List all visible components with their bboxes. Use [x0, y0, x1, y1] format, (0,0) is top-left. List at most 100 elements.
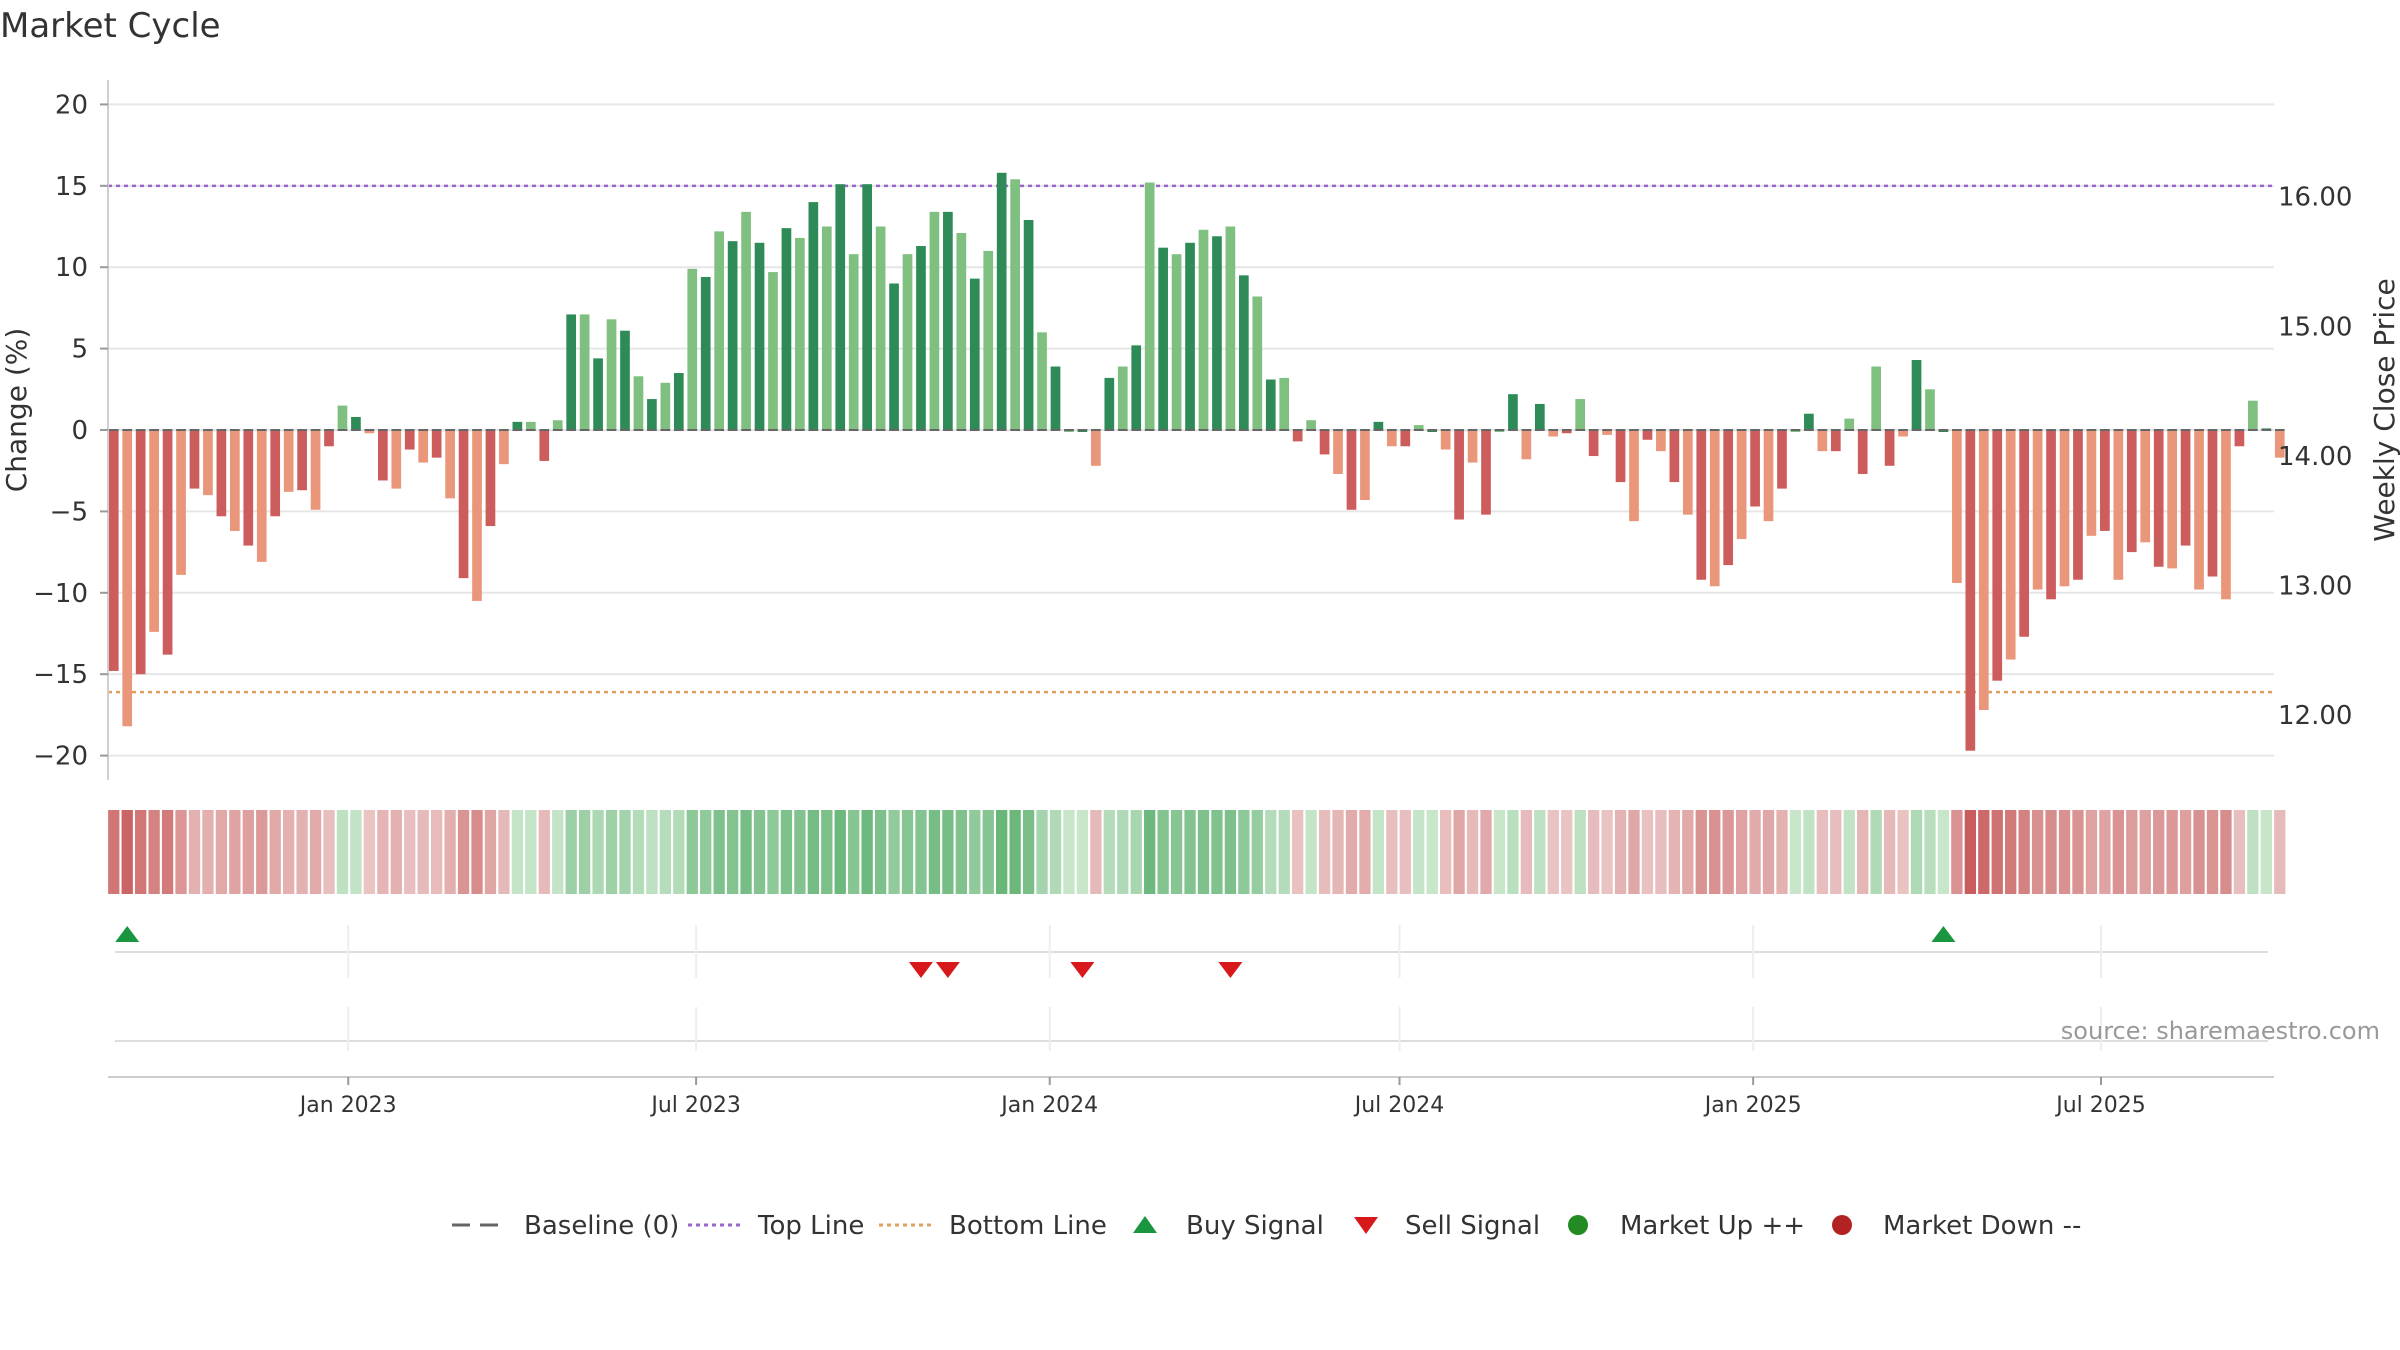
heat-cell [1735, 810, 1748, 894]
bar [1010, 179, 1020, 430]
sell-signal-marker [935, 962, 960, 978]
heat-cell [1224, 810, 1237, 894]
heat-cell [2018, 810, 2030, 894]
heat-cell [1695, 810, 1707, 894]
heat-cell [740, 810, 752, 894]
bar [808, 202, 819, 430]
heat-cell [1776, 810, 1788, 894]
x-tick-label: Jul 2025 [2054, 1093, 2146, 1118]
heat-cell [484, 810, 497, 894]
bar [1871, 366, 1882, 430]
bar [2207, 430, 2218, 577]
bar [243, 430, 254, 546]
heat-cell [969, 810, 981, 894]
bar [1104, 377, 1115, 430]
bar [1225, 226, 1236, 430]
bar [1508, 394, 1518, 430]
bar [768, 272, 778, 430]
heat-cell [1413, 810, 1425, 894]
heat-cell [1507, 810, 1519, 894]
heat-cell [1480, 810, 1492, 894]
bar [2113, 430, 2124, 580]
bar [1629, 430, 1639, 522]
heat-cell [350, 810, 362, 894]
heat-cell [713, 810, 725, 894]
sell-signal-marker [908, 962, 933, 978]
heat-cell [1964, 810, 1976, 894]
y-tick-label: 0 [71, 416, 88, 446]
x-tick-label: Jan 2024 [999, 1093, 1098, 1118]
bar [499, 430, 509, 465]
heat-cell [1184, 810, 1196, 894]
heat-cell [336, 810, 349, 894]
heat-cell [673, 810, 685, 894]
heat-cell [2099, 810, 2111, 894]
bar [1158, 247, 1168, 430]
y-tick-label: 5 [71, 335, 88, 365]
bar [2274, 430, 2285, 458]
heat-cell [256, 810, 268, 894]
bar [1602, 430, 1612, 435]
heat-cell [874, 810, 887, 894]
y-tick-label: −10 [33, 579, 88, 609]
bar [1037, 332, 1047, 430]
x-tick-label: Jan 2023 [298, 1093, 397, 1118]
heat-cell [1574, 810, 1586, 894]
heat-cell [229, 810, 241, 894]
bar [1360, 430, 1370, 500]
bar [1898, 430, 1908, 437]
heat-cell [1440, 810, 1452, 894]
heat-cell [525, 810, 537, 894]
heat-cell [390, 810, 402, 894]
heat-cell [2085, 810, 2098, 894]
bar [162, 430, 173, 655]
heat-cell [1762, 810, 1775, 894]
bar [1467, 430, 1478, 463]
heat-cell [1534, 810, 1546, 894]
bar [633, 376, 644, 430]
bar [1400, 430, 1411, 447]
heat-cell [659, 810, 672, 894]
heat-cell [982, 810, 994, 894]
bar [1144, 182, 1155, 430]
bar [1669, 430, 1680, 483]
heat-cell [444, 810, 456, 894]
heat-cell [2005, 810, 2017, 894]
heat-cell [1009, 810, 1021, 894]
heat-cell [1103, 810, 1115, 894]
heat-cell [1090, 810, 1102, 894]
bar [1252, 296, 1263, 430]
heat-cell [1318, 810, 1331, 894]
bar [122, 430, 133, 727]
bar [1750, 430, 1760, 507]
bar [445, 430, 455, 499]
y2-tick-label: 13.00 [2278, 572, 2352, 602]
heat-cell [202, 810, 214, 894]
bar [1265, 379, 1276, 430]
heat-cell [2260, 810, 2272, 894]
bar [647, 399, 657, 430]
heat-cell [1117, 810, 1129, 894]
heat-cell [1883, 810, 1896, 894]
bar [781, 228, 792, 430]
bar [943, 211, 953, 430]
heat-cell [1063, 810, 1075, 894]
bar [1925, 389, 1935, 430]
y2-tick-label: 15.00 [2278, 312, 2352, 342]
heat-cell [2193, 810, 2205, 894]
bar [1346, 430, 1357, 510]
bar [862, 184, 873, 430]
heat-cell [2153, 810, 2165, 894]
bar [835, 184, 846, 430]
bar [1656, 430, 1666, 452]
heat-cell [1587, 810, 1600, 894]
heat-cell [2166, 810, 2178, 894]
bars-series [108, 172, 2285, 751]
heat-cell [2233, 810, 2246, 894]
bar [2234, 430, 2245, 447]
heat-cell [323, 810, 335, 894]
y2-axis-label: Weekly Close Price [2368, 278, 2400, 541]
bar [2153, 430, 2164, 567]
bar [1763, 430, 1774, 522]
bar [1171, 254, 1182, 430]
